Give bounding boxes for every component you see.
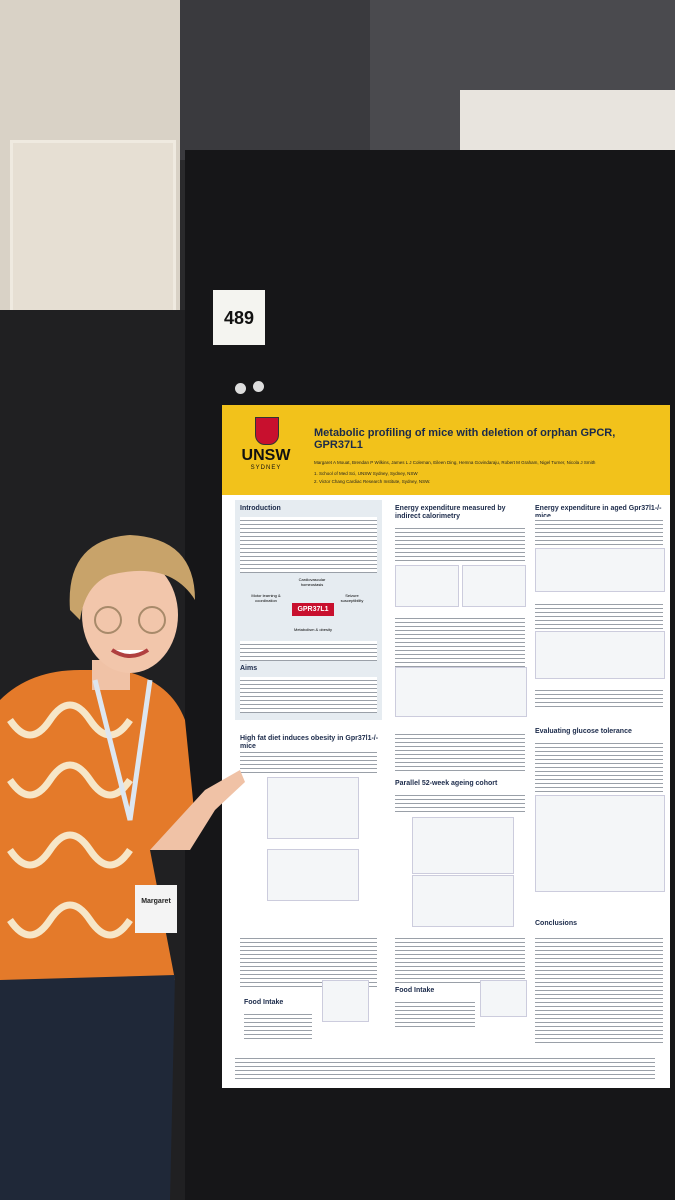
poster-header: UNSW SYDNEY Metabolic profiling of mice … xyxy=(222,405,670,495)
body-text xyxy=(395,525,525,561)
body-text xyxy=(395,999,475,1027)
poster-number-card: 489 xyxy=(213,290,265,345)
section-heading: Aims xyxy=(240,665,258,672)
section-heading: High fat diet induces obesity in Gpr37l1… xyxy=(240,735,379,750)
body-text xyxy=(535,601,663,629)
body-text xyxy=(240,749,377,773)
diagram-node: Cardiovascular homeostasis xyxy=(298,577,326,587)
body-text xyxy=(244,1011,312,1041)
logo-text: UNSW xyxy=(241,447,291,464)
body-text xyxy=(240,517,377,573)
chart-image xyxy=(267,849,359,901)
chart-image xyxy=(412,875,514,927)
body-text xyxy=(535,517,663,545)
logo-crest xyxy=(255,417,279,445)
section-heading: Conclusions xyxy=(535,920,578,927)
body-text xyxy=(535,935,663,1045)
references xyxy=(235,1055,655,1079)
dark-column xyxy=(180,0,370,160)
body-text xyxy=(395,731,525,771)
wall-panel xyxy=(10,140,176,321)
badge xyxy=(135,885,177,933)
smile xyxy=(110,648,150,658)
affiliation: 1. School of Med Sci, UNSW Sydney, Sydne… xyxy=(314,471,418,476)
chart-image xyxy=(480,980,527,1017)
diagram-node: Motor learning & coordination xyxy=(251,593,281,603)
chart-image xyxy=(462,565,526,607)
chart-image xyxy=(395,565,459,607)
chart-image xyxy=(395,667,527,717)
poster-number: 489 xyxy=(223,308,255,328)
chart-image xyxy=(535,631,665,679)
section-heading: Evaluating glucose tolerance xyxy=(535,728,632,735)
chart-image xyxy=(412,817,514,874)
section-heading: Parallel 52-week ageing cohort xyxy=(395,780,498,787)
body-text xyxy=(395,792,525,812)
chart-image xyxy=(267,777,359,839)
body-text xyxy=(395,935,525,983)
glasses xyxy=(138,606,166,634)
pin xyxy=(253,381,264,392)
glasses xyxy=(94,606,122,634)
person: Margaret xyxy=(0,535,245,1200)
lanyard xyxy=(92,679,153,821)
body-text xyxy=(395,615,525,667)
body-text xyxy=(535,687,663,707)
poster-title: Metabolic profiling of mice with deletio… xyxy=(314,427,616,451)
body-text xyxy=(535,740,663,792)
section-heading: Energy expenditure measured by indirect … xyxy=(395,505,506,520)
poster: UNSW SYDNEY Metabolic profiling of mice … xyxy=(222,405,670,1088)
section-heading: Food Intake xyxy=(395,987,435,994)
body-text xyxy=(240,935,377,987)
diagram-node: Seizure susceptibility xyxy=(340,593,364,603)
section-heading: Energy expenditure in aged Gpr37l1-/- mi… xyxy=(535,505,662,520)
shirt xyxy=(0,670,195,990)
chart-image xyxy=(535,795,665,892)
affiliation: 2. Victor Chang Cardiac Research Institu… xyxy=(314,479,431,484)
chart-image xyxy=(535,548,665,592)
pointing-hand xyxy=(150,770,245,850)
section-heading: Introduction xyxy=(240,505,281,512)
pin xyxy=(235,383,246,394)
diagram-node: Metabolism & obesity xyxy=(293,627,332,632)
chart-image xyxy=(322,980,369,1022)
hair xyxy=(69,535,195,620)
badge-name: Margaret xyxy=(141,898,171,905)
face xyxy=(82,557,178,673)
body-text xyxy=(240,677,377,713)
pants xyxy=(0,975,175,1200)
section-heading: Food Intake xyxy=(244,999,284,1006)
diagram-label: GPR37L1 xyxy=(292,603,334,616)
logo-subtext: SYDNEY xyxy=(250,465,282,471)
authors: Margaret A Mouat, Brendan P Wilkins, Jam… xyxy=(314,460,596,465)
shirt-pattern xyxy=(7,701,133,939)
body-text xyxy=(240,641,377,661)
